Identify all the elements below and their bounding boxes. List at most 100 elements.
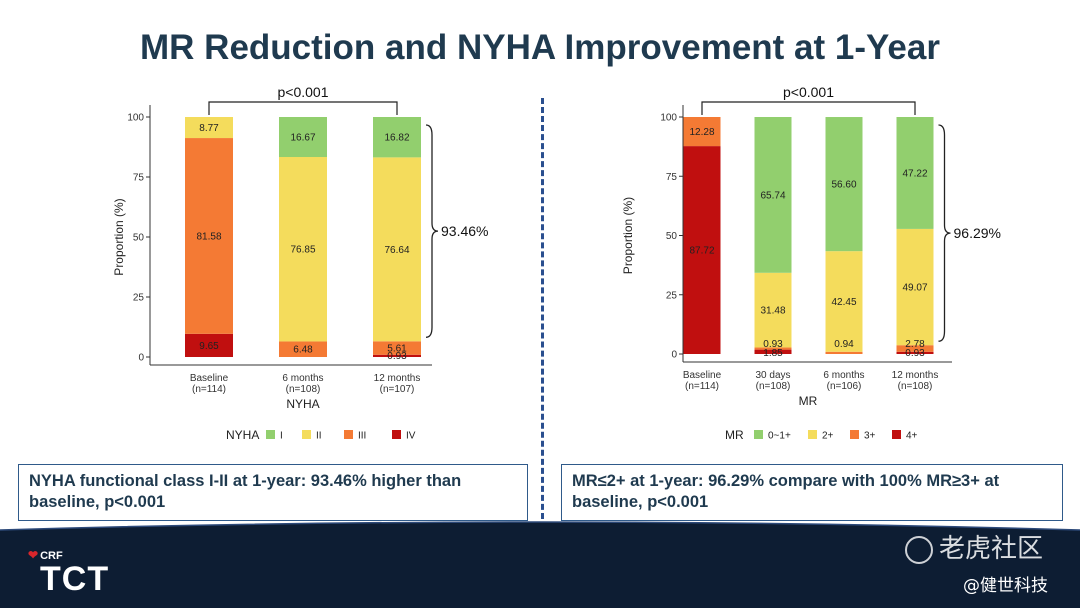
legend-item: 3+ [864,431,876,442]
legend-item: 0~1+ [768,431,791,442]
pvalue-label: p<0.001 [783,84,834,100]
bar-segment [683,117,721,147]
mr-chart: 0 25 50 75 100 Proportion (%) 87.72 12.28 Baseli… [621,84,1001,442]
bar-segment [825,351,863,354]
y-tick-label: 75 [666,172,678,183]
legend-swatch [754,430,763,439]
data-label: 9.65 [199,341,219,352]
legend-swatch [808,430,817,439]
pvalue-bracket [208,101,398,115]
data-label: 31.48 [760,306,785,317]
legend-swatch [344,430,353,439]
nyha-summary-text: NYHA functional class I-II at 1-year: 93… [29,472,462,511]
bar-segment [754,117,792,273]
data-label: 0.93 [905,348,925,359]
data-label: 81.58 [196,231,221,242]
x-tick-label: 30 days (n=108) [755,370,790,392]
bar-segment [185,117,233,139]
data-label: 49.07 [902,283,927,294]
bar-segment [896,117,934,229]
x-tick-label: 6 months (n=106) [823,370,864,392]
curly-brace [938,124,951,342]
nyha-chart: 0 25 50 75 100 Proportion (%) 9.65 81.58 8.77 Bas… [112,84,488,442]
x-axis-title: MR [799,394,818,408]
pvalue-bracket [701,101,916,115]
curly-brace [425,124,439,338]
y-axis-title: Proportion (%) [112,198,126,275]
y-tick-label: 25 [133,293,145,304]
y-tick-label: 100 [127,113,144,124]
crf-logo: ❤ CRF [28,548,63,562]
legend-title: MR [725,428,744,442]
data-label: 0.94 [834,339,854,350]
legend-swatch [892,430,901,439]
legend-swatch [302,430,311,439]
legend-item: 2+ [822,431,834,442]
slide-title: MR Reduction and NYHA Improvement at 1-Y… [140,28,940,67]
bar-segment [683,146,721,354]
data-label: 47.22 [902,168,927,179]
brace-label: 96.29% [954,225,1001,241]
mr-summary-text: MR≤2+ at 1-year: 96.29% compare with 100… [572,472,1000,511]
watermark-bottom: @健世科技 [963,576,1048,596]
data-label: 56.60 [831,180,856,191]
bar-segment [279,117,327,158]
data-label: 5.61 [387,344,407,355]
data-label: 87.72 [689,246,714,257]
data-label: 16.67 [290,133,315,144]
y-tick-label: 100 [660,113,677,124]
y-tick-label: 75 [133,173,145,184]
data-label: 0.93 [763,339,783,350]
bar-segment [896,351,934,354]
x-axis-title: NYHA [286,397,319,411]
bar-segment [754,272,792,348]
legend-item: II [316,431,322,442]
dashed-divider [541,98,544,546]
x-tick-label: Baseline (n=114) [190,373,229,395]
legend-title: NYHA [226,428,259,442]
legend-swatch [850,430,859,439]
brace-label: 93.46% [441,223,488,239]
data-label: 6.48 [293,345,313,356]
bar-segment [373,157,421,342]
bar-segment [373,341,421,355]
y-tick-label: 50 [666,231,678,242]
data-label: 1.85 [763,348,783,359]
bar-segment [373,117,421,158]
data-label: 0.93 [387,351,407,362]
data-label: 65.74 [760,190,785,201]
tiger-icon [905,535,933,564]
legend-swatch [266,430,275,439]
bar-segment [896,345,934,352]
legend-swatch [392,430,401,439]
bar-segment [825,117,863,252]
data-label: 12.28 [689,127,714,138]
nyha-summary-box: NYHA functional class I-II at 1-year: 93… [18,464,528,521]
x-tick-label: Baseline (n=114) [683,370,722,392]
bar-segment [825,251,863,352]
watermark-top: 老虎社区 [905,528,1043,565]
data-label: 76.64 [384,245,409,256]
bar-segment [279,341,327,357]
y-tick-label: 25 [666,290,678,301]
y-axis-title: Proportion (%) [621,197,635,274]
pvalue-label: p<0.001 [278,84,329,100]
bar-segment [754,349,792,354]
data-label: 76.85 [290,245,315,256]
data-label: 16.82 [384,133,409,144]
tct-logo: TCT [40,560,110,598]
footer-band [0,521,1080,608]
y-tick-label: 0 [671,350,677,361]
legend-item: I [280,431,283,442]
mr-summary-box: MR≤2+ at 1-year: 96.29% compare with 100… [561,464,1063,521]
y-tick-label: 0 [138,353,144,364]
bar-segment [373,354,421,357]
legend-item: IV [406,431,416,442]
bar-segment [754,347,792,350]
bar-segment [185,333,233,357]
bar-segment [185,138,233,334]
heart-icon: ❤ [28,548,39,562]
x-tick-label: 6 months (n=108) [282,373,323,395]
x-tick-label: 12 months (n=107) [374,373,421,395]
data-label: 42.45 [831,297,856,308]
